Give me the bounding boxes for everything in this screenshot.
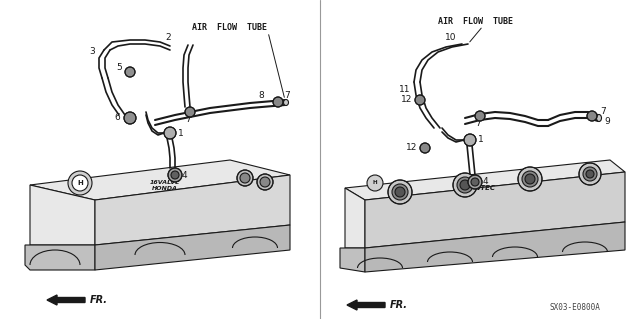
Circle shape [260,177,270,187]
Polygon shape [95,175,290,245]
Circle shape [586,170,594,178]
Text: 16VALVE: 16VALVE [150,180,180,184]
Circle shape [124,112,136,124]
Circle shape [125,67,135,77]
Circle shape [525,174,535,184]
Text: HONDA: HONDA [152,187,178,191]
Circle shape [72,175,88,191]
Circle shape [185,107,195,117]
Ellipse shape [596,115,602,122]
FancyArrow shape [47,295,85,305]
Circle shape [240,173,250,183]
Polygon shape [345,188,365,248]
Text: 3: 3 [89,48,95,56]
Polygon shape [340,248,365,272]
Polygon shape [30,160,290,200]
Circle shape [68,171,92,195]
Text: 1: 1 [178,129,184,137]
Text: AIR  FLOW  TUBE: AIR FLOW TUBE [193,24,268,33]
Polygon shape [25,245,95,270]
Text: 8: 8 [258,91,264,100]
Circle shape [168,168,182,182]
Circle shape [587,111,597,121]
Circle shape [464,134,476,146]
Circle shape [471,178,479,186]
Text: 7: 7 [284,91,290,100]
Circle shape [518,167,542,191]
Circle shape [522,171,538,187]
Polygon shape [30,185,95,245]
Text: 4: 4 [182,170,188,180]
Text: FR.: FR. [90,295,108,305]
Circle shape [453,173,477,197]
Circle shape [415,95,425,105]
Polygon shape [345,160,625,200]
FancyArrow shape [347,300,385,310]
Circle shape [237,170,253,186]
Polygon shape [365,222,625,272]
Text: SX03-E0800A: SX03-E0800A [550,303,600,313]
Text: 7: 7 [475,120,481,129]
Text: 2: 2 [165,33,171,42]
Circle shape [579,163,601,185]
Text: FR.: FR. [390,300,408,310]
Text: AIR  FLOW  TUBE: AIR FLOW TUBE [438,18,513,26]
Circle shape [164,127,176,139]
Circle shape [367,175,383,191]
Ellipse shape [284,100,289,106]
Circle shape [388,180,412,204]
Circle shape [460,180,470,190]
Circle shape [583,167,597,181]
Circle shape [475,111,485,121]
Text: 12: 12 [406,144,417,152]
Text: H: H [77,180,83,186]
Circle shape [273,97,283,107]
Text: 5: 5 [116,63,122,72]
Text: 11: 11 [399,85,410,94]
Circle shape [257,174,273,190]
Text: 1: 1 [478,136,484,145]
Circle shape [392,184,408,200]
Text: H: H [372,181,378,186]
Text: 12: 12 [401,95,412,105]
Circle shape [457,177,473,193]
Circle shape [395,187,405,197]
Text: 6: 6 [115,114,120,122]
Text: 9: 9 [604,117,610,127]
Polygon shape [365,172,625,248]
Polygon shape [95,225,290,270]
Circle shape [420,143,430,153]
Text: 4: 4 [483,177,488,187]
Text: 7: 7 [600,108,605,116]
Text: VTEC: VTEC [475,185,495,191]
Circle shape [171,171,179,179]
Text: 7: 7 [185,115,191,124]
Text: 10: 10 [445,33,456,42]
Circle shape [468,175,482,189]
